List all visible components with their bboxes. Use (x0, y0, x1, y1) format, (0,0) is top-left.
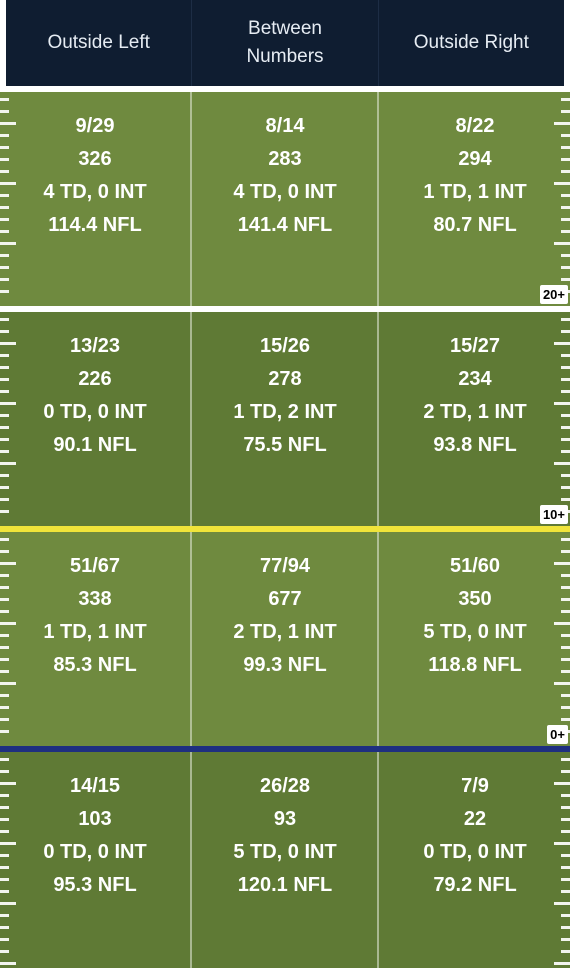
divider-blue-line (0, 746, 570, 752)
zone-row-2: 51/67 338 1 TD, 1 INT 85.3 NFL 77/94 677 2 TD,… (0, 532, 570, 746)
stat-comp: 51/67 (69, 555, 121, 577)
hash-marks-left (0, 752, 18, 968)
stat-rating: 90.1 NFL (53, 434, 137, 456)
stat-comp: 77/94 (259, 555, 311, 577)
stat-yards: 234 (458, 368, 492, 390)
stat-yards: 283 (268, 148, 302, 170)
cell-between-numbers: 15/26 278 1 TD, 2 INT 75.5 NFL (190, 312, 380, 526)
stat-yards: 326 (78, 148, 112, 170)
stat-rating: 114.4 NFL (48, 214, 142, 236)
stat-tdint: 1 TD, 1 INT (43, 621, 147, 643)
stat-comp: 13/23 (69, 335, 121, 357)
divider-yellow-line (0, 526, 570, 532)
stat-tdint: 5 TD, 0 INT (423, 621, 527, 643)
stat-tdint: 5 TD, 0 INT (233, 841, 337, 863)
column-divider (377, 532, 379, 746)
column-divider (377, 312, 379, 526)
stat-yards: 93 (273, 808, 297, 830)
hash-marks-right (552, 532, 570, 746)
stat-yards: 278 (268, 368, 302, 390)
column-header-bar: Outside Left Between Numbers Outside Rig… (6, 0, 564, 86)
stat-rating: 99.3 NFL (243, 654, 327, 676)
stat-tdint: 0 TD, 0 INT (43, 841, 147, 863)
stat-tdint: 4 TD, 0 INT (233, 181, 337, 203)
stat-comp: 9/29 (75, 115, 115, 137)
cell-outside-left: 51/67 338 1 TD, 1 INT 85.3 NFL (0, 532, 190, 746)
stat-yards: 338 (78, 588, 112, 610)
yard-zone-badge: 0+ (547, 725, 568, 744)
cell-outside-right: 8/22 294 1 TD, 1 INT 80.7 NFL (380, 92, 570, 306)
stat-rating: 95.3 NFL (53, 874, 137, 896)
column-divider (377, 92, 379, 306)
zone-row-3: 14/15 103 0 TD, 0 INT 95.3 NFL 26/28 93 5 TD, … (0, 752, 570, 968)
cell-between-numbers: 26/28 93 5 TD, 0 INT 120.1 NFL (190, 752, 380, 968)
cell-outside-left: 14/15 103 0 TD, 0 INT 95.3 NFL (0, 752, 190, 968)
stat-comp: 14/15 (69, 775, 121, 797)
header-outside-right: Outside Right (413, 32, 529, 53)
stat-tdint: 0 TD, 0 INT (423, 841, 527, 863)
hash-marks-left (0, 532, 18, 746)
stat-tdint: 1 TD, 1 INT (423, 181, 527, 203)
hash-marks-left (0, 312, 18, 526)
stat-tdint: 4 TD, 0 INT (43, 181, 147, 203)
hash-marks-right (552, 92, 570, 306)
column-divider (190, 532, 192, 746)
cell-outside-right: 51/60 350 5 TD, 0 INT 118.8 NFL (380, 532, 570, 746)
stat-rating: 85.3 NFL (53, 654, 137, 676)
cell-between-numbers: 77/94 677 2 TD, 1 INT 99.3 NFL (190, 532, 380, 746)
stat-rating: 75.5 NFL (243, 434, 327, 456)
column-divider (377, 752, 379, 968)
cell-between-numbers: 8/14 283 4 TD, 0 INT 141.4 NFL (190, 92, 380, 306)
stat-rating: 79.2 NFL (433, 874, 517, 896)
cell-outside-right: 7/9 22 0 TD, 0 INT 79.2 NFL (380, 752, 570, 968)
stat-tdint: 1 TD, 2 INT (233, 401, 337, 423)
stat-comp: 51/60 (449, 555, 501, 577)
column-divider (190, 752, 192, 968)
zone-row-0: 9/29 326 4 TD, 0 INT 114.4 NFL 8/14 283 4 TD, … (0, 92, 570, 306)
hash-marks-right (552, 752, 570, 968)
stat-rating: 93.8 NFL (433, 434, 517, 456)
stat-yards: 677 (268, 588, 302, 610)
header-between-numbers: Between Numbers (192, 0, 379, 86)
cell-outside-left: 13/23 226 0 TD, 0 INT 90.1 NFL (0, 312, 190, 526)
stat-rating: 118.8 NFL (428, 654, 522, 676)
stat-yards: 22 (463, 808, 487, 830)
stat-comp: 15/26 (259, 335, 311, 357)
stat-yards: 294 (458, 148, 492, 170)
yard-zone-badge: 10+ (539, 505, 568, 524)
cell-outside-left: 9/29 326 4 TD, 0 INT 114.4 NFL (0, 92, 190, 306)
stat-rating: 141.4 NFL (237, 214, 333, 236)
cell-outside-right: 15/27 234 2 TD, 1 INT 93.8 NFL (380, 312, 570, 526)
column-divider (190, 92, 192, 306)
column-divider (190, 312, 192, 526)
stat-comp: 7/9 (461, 775, 489, 797)
zone-row-1: 13/23 226 0 TD, 0 INT 90.1 NFL 15/26 278 1 TD,… (0, 312, 570, 526)
stat-tdint: 0 TD, 0 INT (43, 401, 147, 423)
stat-comp: 8/14 (265, 115, 305, 137)
stat-comp: 8/22 (455, 115, 495, 137)
stat-tdint: 2 TD, 1 INT (233, 621, 337, 643)
yard-zone-badge: 20+ (539, 285, 568, 304)
stat-yards: 350 (458, 588, 492, 610)
stat-comp: 15/27 (449, 335, 501, 357)
stat-rating: 80.7 NFL (433, 214, 517, 236)
stat-tdint: 2 TD, 1 INT (423, 401, 527, 423)
stat-rating: 120.1 NFL (237, 874, 333, 896)
hash-marks-left (0, 92, 18, 306)
hash-marks-right (552, 312, 570, 526)
stat-yards: 103 (78, 808, 112, 830)
divider-white (0, 306, 570, 312)
stat-comp: 26/28 (259, 775, 311, 797)
header-outside-left: Outside Left (6, 0, 193, 86)
stat-yards: 226 (78, 368, 112, 390)
